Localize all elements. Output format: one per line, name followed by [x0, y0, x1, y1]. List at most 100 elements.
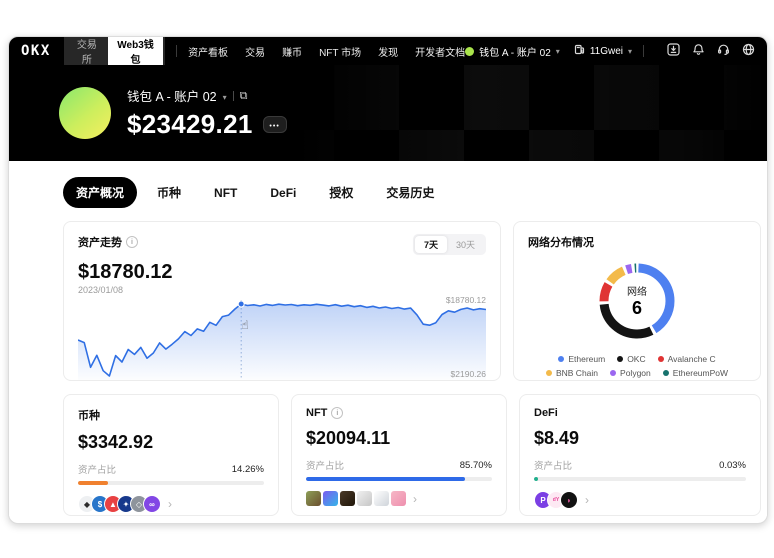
tab-nft[interactable]: NFT	[201, 179, 250, 207]
trend-line-chart	[78, 300, 486, 380]
coins-progress-track	[78, 481, 264, 485]
legend-item[interactable]: BNB Chain	[545, 368, 598, 378]
range-toggle: 7天 30天	[412, 234, 486, 255]
tab-web3-wallet[interactable]: Web3钱包	[107, 37, 164, 69]
gas-price-selector[interactable]: 11Gwei	[574, 44, 632, 58]
more-actions-button[interactable]	[262, 116, 287, 133]
nft-thumbnail[interactable]	[323, 491, 338, 506]
donut-segment-ethereum	[599, 263, 675, 339]
trend-hover-value: $18780.12	[78, 261, 173, 283]
chevron-down-icon[interactable]	[223, 89, 227, 103]
nft-thumbnail[interactable]	[306, 491, 321, 506]
top-navigation: OKX 交易所 Web3钱包 资产看板 交易 赚币 NFT 市场 发现 开发者文档 钱包 …	[9, 37, 767, 71]
defi-protocol-icon[interactable]: ◗	[560, 491, 578, 509]
divider	[232, 90, 234, 101]
nft-thumbnail[interactable]	[374, 491, 389, 506]
app-window: OKX 交易所 Web3钱包 资产看板 交易 赚币 NFT 市场 发现 开发者文档 钱包 …	[8, 36, 768, 524]
tab-approvals[interactable]: 授权	[316, 177, 366, 208]
legend-item[interactable]: Ethereum	[558, 354, 605, 364]
nav-discover[interactable]: 发现	[378, 47, 399, 59]
hover-dot	[237, 300, 245, 308]
headset-icon	[717, 43, 730, 59]
polygon-token-icon[interactable]: ∞	[143, 495, 161, 513]
legend-item[interactable]: EthereumPoW	[662, 368, 729, 378]
tab-history[interactable]: 交易历史	[373, 177, 447, 208]
defi-value: $8.49	[534, 428, 580, 448]
chart-max-label: $18780.12	[445, 295, 486, 305]
account-label: 钱包 A - 账户 02	[479, 47, 551, 59]
defi-percent: 0.03%	[719, 459, 746, 471]
support-button[interactable]	[717, 43, 730, 59]
network-legend: Ethereum OKC Avalanche C BNB Chain Polygon Et…	[528, 354, 746, 378]
legend-item[interactable]: Polygon	[610, 368, 651, 378]
network-card-title: 网络分布情况	[528, 237, 594, 249]
legend-dot	[558, 356, 565, 362]
chevron-right-icon[interactable]	[585, 493, 589, 507]
divider	[176, 45, 178, 57]
coin-icons: ◆ $ ▲ ✦ ◇ ∞	[78, 495, 161, 513]
summary-row: 币种 $3342.92 资产占比 14.26% ◆$▲✦◇∞ NFT $2	[63, 394, 761, 516]
nav-trade[interactable]: 交易	[245, 47, 266, 59]
account-selector[interactable]: 钱包 A - 账户 02	[465, 44, 560, 59]
mouse-cursor: ☝	[241, 318, 249, 332]
trend-chart[interactable]: $18780.12 $2190.26 ☝	[78, 295, 486, 380]
info-icon[interactable]	[331, 407, 344, 419]
nft-value: $20094.11	[306, 428, 391, 448]
legend-label: EthereumPoW	[672, 368, 729, 378]
tab-asset-overview[interactable]: 资产概况	[63, 177, 138, 208]
donut-center-value: 6	[631, 298, 642, 318]
language-button[interactable]	[742, 43, 755, 59]
tab-defi[interactable]: DeFi	[257, 179, 309, 207]
network-distribution-card: 网络分布情况 网络 6 Ethereum OKC Avalanche C BNB Ch…	[513, 221, 761, 381]
nft-card-title: NFT	[306, 407, 328, 419]
gas-price-label: 11Gwei	[589, 45, 623, 57]
network-donut-chart[interactable]: 网络 6	[591, 255, 683, 347]
nft-thumbnail[interactable]	[391, 491, 406, 506]
nft-thumbnail[interactable]	[340, 491, 355, 506]
legend-item[interactable]: OKC	[617, 354, 646, 364]
range-7d-button[interactable]: 7天	[414, 236, 447, 253]
nav-asset-dashboard[interactable]: 资产看板	[188, 47, 229, 59]
account-status-dot	[465, 46, 475, 56]
nav-developer-docs[interactable]: 开发者文档	[415, 47, 466, 59]
legend-label: OKC	[627, 354, 646, 364]
tab-exchange[interactable]: 交易所	[66, 37, 108, 69]
wallet-avatar[interactable]	[59, 87, 111, 139]
divider	[643, 45, 644, 57]
donut-svg	[599, 263, 675, 339]
nft-progress-fill	[306, 477, 466, 481]
asset-tabs: 资产概况 币种 NFT DeFi 授权 交易历史	[63, 177, 761, 208]
notifications-button[interactable]	[692, 43, 705, 59]
okx-logo[interactable]: OKX	[21, 43, 51, 59]
ratio-label: 资产占比	[78, 465, 117, 476]
nft-thumbnails	[306, 491, 406, 506]
chevron-down-icon	[556, 46, 560, 57]
legend-dot	[545, 370, 552, 376]
chevron-down-icon	[628, 46, 632, 57]
info-icon[interactable]	[126, 236, 138, 248]
coins-value: $3342.92	[78, 432, 154, 452]
coins-summary-card[interactable]: 币种 $3342.92 资产占比 14.26% ◆ $ ▲ ✦ ◇ ∞	[63, 394, 279, 516]
wallet-name[interactable]: 钱包 A - 账户 02	[127, 90, 217, 104]
defi-progress-track	[534, 477, 746, 481]
nav-earn[interactable]: 赚币	[282, 47, 303, 59]
tab-coins[interactable]: 币种	[144, 177, 194, 208]
chevron-right-icon[interactable]	[168, 497, 172, 511]
chart-min-label: $2190.26	[450, 369, 486, 379]
nft-summary-card[interactable]: NFT $20094.11 资产占比 85.70%	[291, 394, 507, 516]
nav-nft-market[interactable]: NFT 市场	[319, 47, 362, 59]
total-balance: $23429.21	[127, 109, 253, 139]
trend-hover-date: 2023/01/08	[78, 285, 124, 295]
copy-address-icon[interactable]	[240, 88, 248, 103]
defi-progress-fill	[534, 477, 539, 481]
coins-percent: 14.26%	[231, 463, 264, 475]
nft-thumbnail[interactable]	[357, 491, 372, 506]
ratio-label: 资产占比	[306, 461, 345, 472]
chevron-right-icon[interactable]	[413, 492, 417, 506]
legend-dot	[657, 356, 664, 362]
range-30d-button[interactable]: 30天	[447, 236, 484, 253]
download-app-button[interactable]	[667, 43, 680, 59]
legend-item[interactable]: Avalanche C	[657, 354, 716, 364]
